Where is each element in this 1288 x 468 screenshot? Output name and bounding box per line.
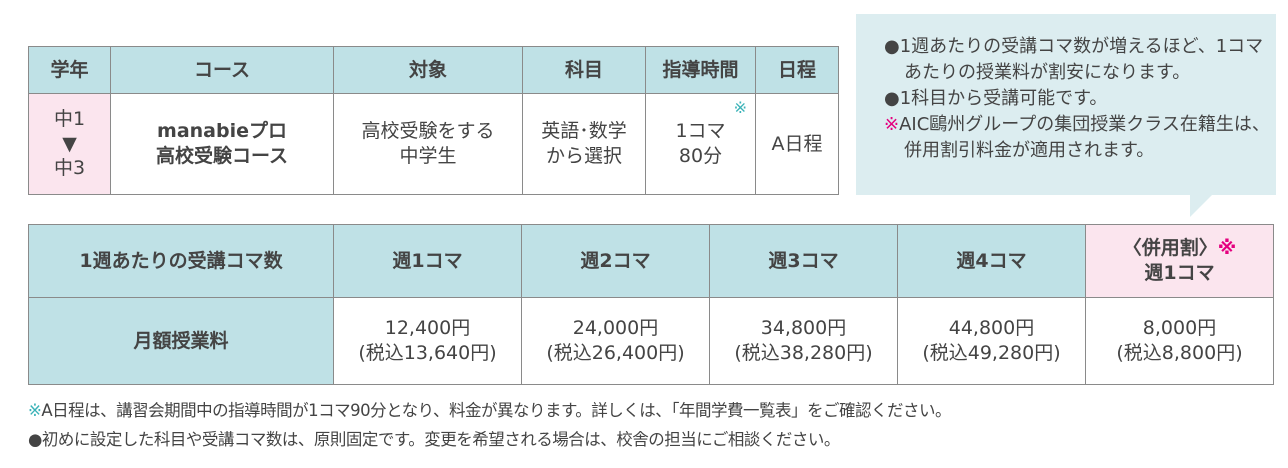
target-line2: 中学生 bbox=[399, 145, 457, 167]
footnote: ●初めに設定した科目や受講コマ数は、原則固定です。変更を希望される場合は、校舎の… bbox=[28, 426, 840, 450]
down-arrow-icon: ▼ bbox=[62, 132, 77, 155]
callout-text: 1週あたりの受講コマ数が増えるほど、1コマあたりの授業料が割安になります。 bbox=[899, 36, 1264, 84]
grade-cell: 中1 ▼ 中3 bbox=[28, 93, 111, 195]
note-mark-icon: ※ bbox=[733, 98, 747, 117]
time-cell: ※ 1コマ 80分 bbox=[645, 93, 756, 195]
target-line1: 高校受験をする bbox=[361, 120, 495, 143]
callout-text: 1科目から受講可能です。 bbox=[899, 88, 1108, 110]
header-combined-discount: 〈併用割〉※ 週1コマ bbox=[1085, 224, 1274, 298]
course-name-line2: 高校受験コース bbox=[155, 145, 289, 167]
fee-label: 月額授業料 bbox=[28, 297, 334, 385]
fee-cell: 8,000円 (税込8,800円) bbox=[1085, 297, 1274, 385]
subject-cell: 英語･数学 から選択 bbox=[522, 93, 646, 195]
subject-line1: 英語･数学 bbox=[541, 120, 627, 143]
header-week4: 週4コマ bbox=[897, 224, 1086, 298]
subject-line2: から選択 bbox=[545, 145, 622, 167]
header-time: 指導時間 bbox=[645, 46, 756, 94]
callout-item: ※AIC鷗州グループの集団授業クラス在籍生は、併用割引料金が適用されます。 bbox=[884, 112, 1276, 164]
price: 12,400円 bbox=[384, 317, 471, 340]
fee-cell: 34,800円 (税込38,280円) bbox=[709, 297, 898, 385]
price: 44,800円 bbox=[948, 317, 1035, 340]
footnote: ※A日程は、講習会期間中の指導時間が1コマ90分となり、料金が異なります。詳しく… bbox=[28, 397, 952, 421]
price: 8,000円 bbox=[1142, 317, 1217, 340]
callout-text: AIC鷗州グループの集団授業クラス在籍生は、併用割引料金が適用されます。 bbox=[899, 114, 1270, 162]
target-cell: 高校受験をする 中学生 bbox=[333, 93, 523, 195]
price: 34,800円 bbox=[760, 317, 847, 340]
bullet-icon: ● bbox=[28, 430, 42, 449]
header-week2: 週2コマ bbox=[521, 224, 710, 298]
price: 24,000円 bbox=[572, 317, 659, 340]
header-sessions-per-week: 1週あたりの受講コマ数 bbox=[28, 224, 334, 298]
discount-sessions: 週1コマ bbox=[1144, 262, 1215, 284]
note-mark-icon: ※ bbox=[884, 114, 900, 136]
course-table: 学年 コース 対象 科目 指導時間 日程 中1 ▼ 中3 manabieプロ 高… bbox=[28, 46, 839, 195]
footnote-text: 初めに設定した科目や受講コマ数は、原則固定です。変更を希望される場合は、校舎の担… bbox=[41, 430, 841, 449]
header-week1: 週1コマ bbox=[333, 224, 522, 298]
header-course: コース bbox=[110, 46, 334, 94]
fee-cell: 12,400円 (税込13,640円) bbox=[333, 297, 522, 385]
callout-item: ●1科目から受講可能です。 bbox=[884, 86, 1276, 112]
bullet-icon: ● bbox=[884, 88, 900, 110]
header-target: 対象 bbox=[333, 46, 523, 94]
price-tax: (税込26,400円) bbox=[546, 342, 685, 364]
price-tax: (税込49,280円) bbox=[922, 342, 1061, 364]
header-week3: 週3コマ bbox=[709, 224, 898, 298]
bullet-icon: ● bbox=[884, 36, 900, 57]
time-line1: 1コマ bbox=[675, 120, 726, 143]
grade-from: 中1 bbox=[53, 107, 86, 130]
note-mark-icon: ※ bbox=[28, 401, 42, 420]
header-subject: 科目 bbox=[522, 46, 646, 94]
price-tax: (税込13,640円) bbox=[358, 342, 497, 364]
callout-box: ●1週あたりの受講コマ数が増えるほど、1コマあたりの授業料が割安になります。 ●… bbox=[856, 14, 1276, 195]
time-line2: 80分 bbox=[678, 145, 723, 167]
callout-tail bbox=[1190, 195, 1212, 217]
course-name-line1: manabieプロ bbox=[157, 120, 287, 143]
fee-cell: 44,800円 (税込49,280円) bbox=[897, 297, 1086, 385]
course-cell: manabieプロ 高校受験コース bbox=[110, 93, 334, 195]
grade-to: 中3 bbox=[53, 157, 86, 180]
callout-item: ●1週あたりの受講コマ数が増えるほど、1コマあたりの授業料が割安になります。 bbox=[884, 34, 1276, 86]
note-mark-icon: ※ bbox=[1217, 237, 1237, 260]
price-tax: (税込38,280円) bbox=[734, 342, 873, 364]
footnote-text: A日程は、講習会期間中の指導時間が1コマ90分となり、料金が異なります。詳しくは… bbox=[41, 401, 952, 420]
price-tax: (税込8,800円) bbox=[1116, 342, 1243, 364]
fee-cell: 24,000円 (税込26,400円) bbox=[521, 297, 710, 385]
price-table: 1週あたりの受講コマ数 週1コマ 週2コマ 週3コマ 週4コマ 〈併用割〉※ 週… bbox=[28, 224, 1274, 385]
header-schedule: 日程 bbox=[755, 46, 839, 94]
discount-label: 〈併用割〉 bbox=[1122, 237, 1218, 260]
schedule-cell: A日程 bbox=[755, 93, 839, 195]
header-grade: 学年 bbox=[28, 46, 111, 94]
